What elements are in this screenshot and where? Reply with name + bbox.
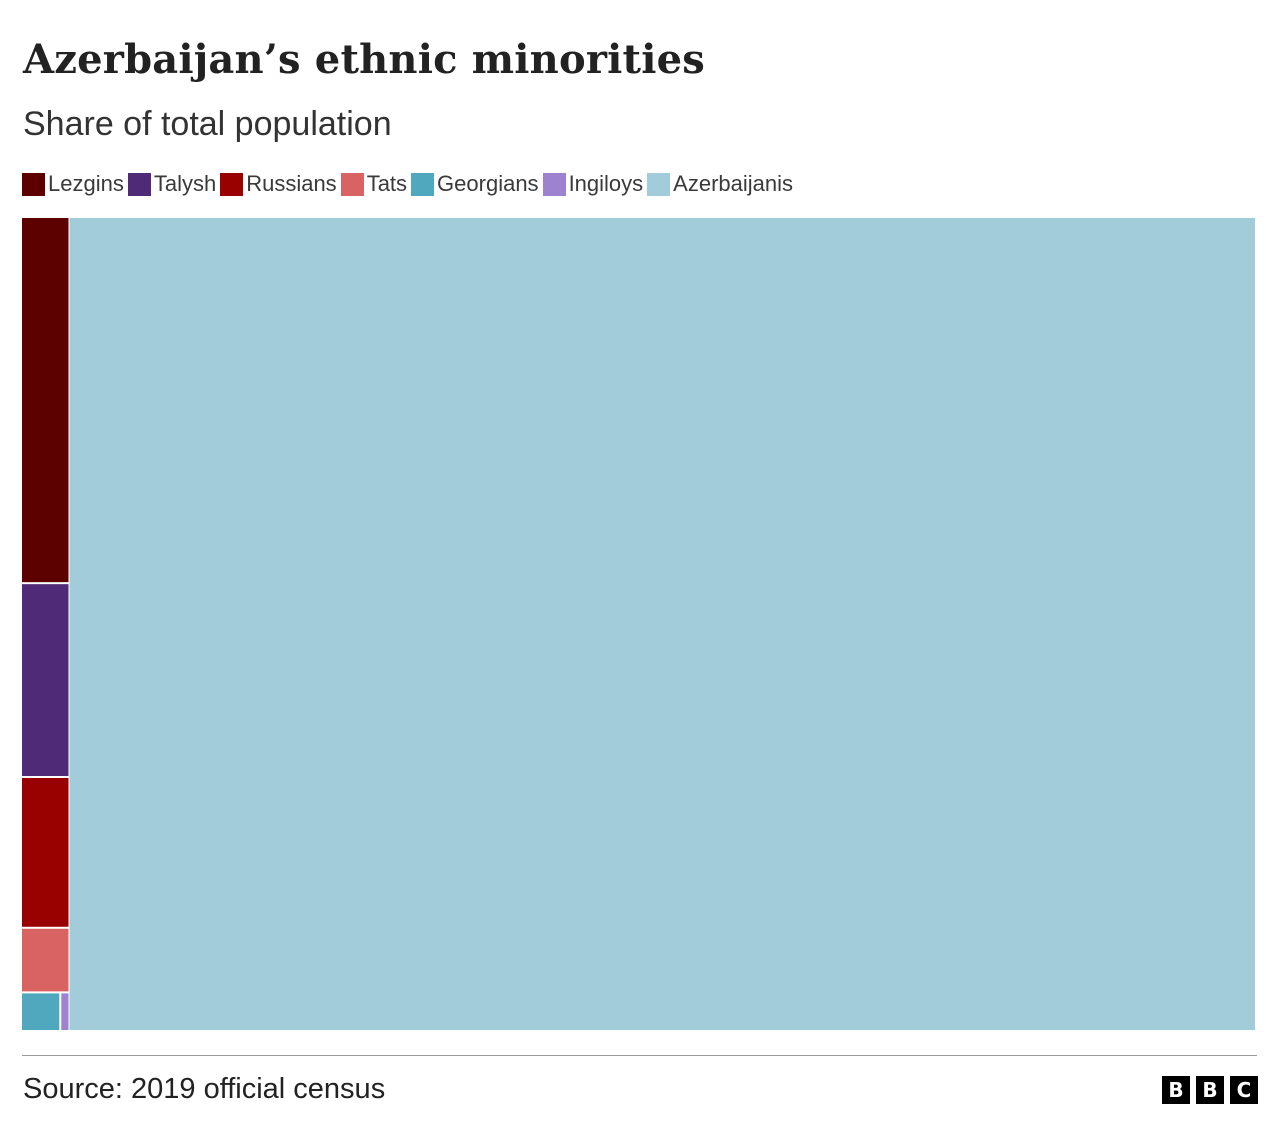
bbc-logo-letter: B xyxy=(1162,1076,1190,1104)
bbc-logo-letter: C xyxy=(1230,1076,1258,1104)
legend-label: Lezgins xyxy=(48,171,124,196)
legend-item: Tats xyxy=(340,171,408,197)
treemap-cell xyxy=(61,993,69,1030)
chart-subtitle: Share of total population xyxy=(23,105,392,143)
legend-label: Georgians xyxy=(437,171,539,196)
bbc-logo-letter: B xyxy=(1196,1076,1224,1104)
legend: Lezgins Talysh Russians Tats Georgians Ingilo… xyxy=(22,171,797,197)
legend-item: Azerbaijanis xyxy=(647,171,793,197)
legend-item: Georgians xyxy=(411,171,539,197)
treemap-cell xyxy=(69,218,1255,1030)
legend-swatch xyxy=(220,172,244,196)
legend-swatch xyxy=(542,172,566,196)
legend-label: Tats xyxy=(366,171,408,196)
chart-title: Azerbaijan’s ethnic minorities xyxy=(23,36,705,83)
legend-swatch xyxy=(340,172,364,196)
bbc-logo: B B C xyxy=(1162,1076,1258,1104)
legend-label: Talysh xyxy=(153,171,217,196)
legend-swatch xyxy=(127,172,151,196)
legend-swatch xyxy=(411,172,435,196)
legend-item: Talysh xyxy=(127,171,217,197)
treemap-cell xyxy=(22,778,69,927)
treemap-cell xyxy=(22,218,69,583)
footer-divider xyxy=(22,1055,1257,1056)
legend-swatch xyxy=(22,172,45,196)
legend-label: Azerbaijanis xyxy=(673,171,793,196)
treemap-cell xyxy=(22,928,69,992)
legend-item: Ingiloys xyxy=(542,171,644,197)
legend-swatch xyxy=(647,172,671,196)
treemap-cell xyxy=(22,993,60,1030)
source-note: Source: 2019 official census xyxy=(23,1073,386,1105)
legend-item: Lezgins xyxy=(22,171,124,197)
legend-item: Russians xyxy=(220,171,337,197)
treemap-cell xyxy=(22,584,69,776)
legend-label: Russians xyxy=(246,171,337,196)
legend-label: Ingiloys xyxy=(568,171,644,196)
